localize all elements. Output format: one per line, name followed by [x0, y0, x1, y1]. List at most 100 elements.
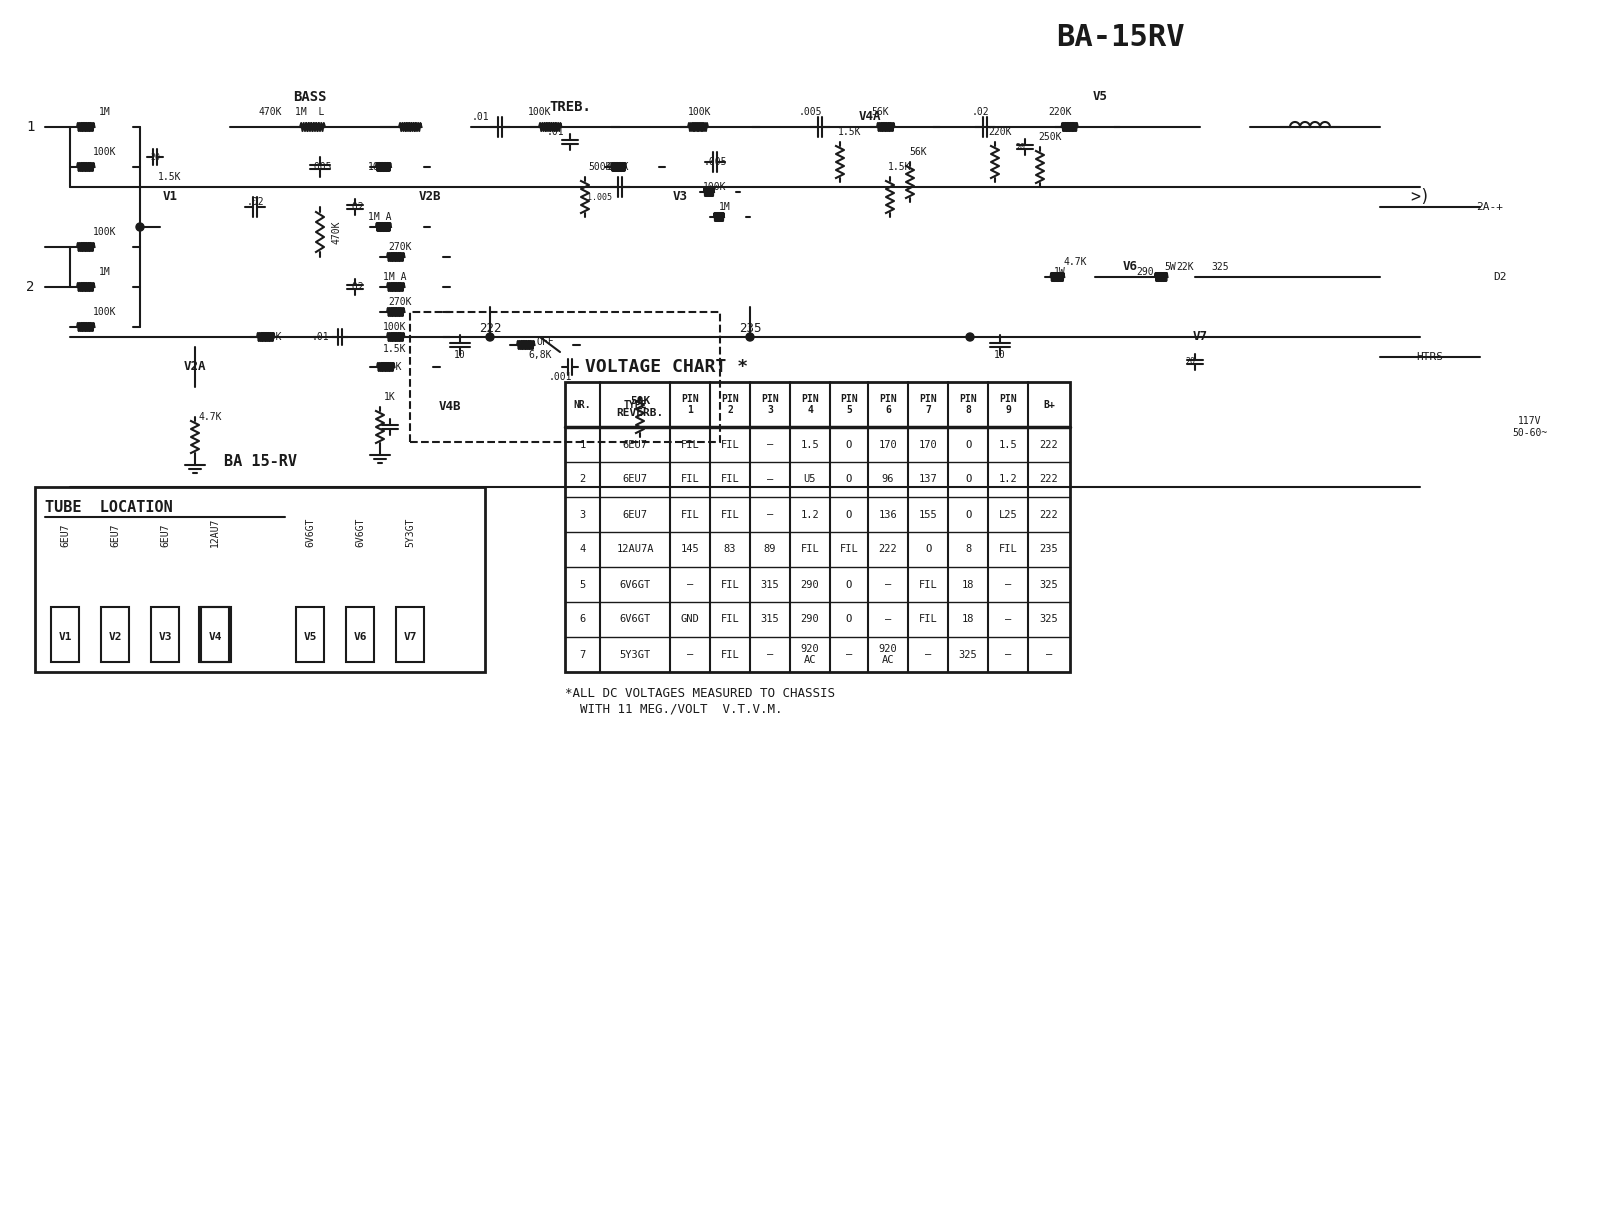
Text: 8: 8	[965, 544, 971, 554]
Text: 270K: 270K	[389, 241, 411, 252]
Text: 1M: 1M	[718, 202, 731, 212]
Text: 220K: 220K	[1048, 107, 1072, 117]
Text: —: —	[766, 649, 773, 659]
Text: 6V6GT: 6V6GT	[306, 518, 315, 547]
Text: 1M A: 1M A	[368, 212, 392, 222]
Text: 4.7K: 4.7K	[198, 412, 222, 422]
Text: HTRS: HTRS	[1416, 352, 1443, 362]
Text: V1: V1	[163, 191, 178, 204]
Text: 50K
REVERB.: 50K REVERB.	[616, 396, 664, 418]
Text: —: —	[686, 579, 693, 589]
Text: 170: 170	[918, 439, 938, 449]
Text: D2: D2	[1493, 272, 1507, 282]
Text: O: O	[846, 474, 853, 484]
Text: 470K: 470K	[378, 362, 402, 372]
Text: 270K: 270K	[389, 297, 411, 307]
Text: 1M  L: 1M L	[296, 107, 325, 117]
Text: 1K: 1K	[384, 392, 395, 402]
Text: 6: 6	[579, 614, 586, 624]
Text: 56K: 56K	[909, 147, 926, 157]
Text: 6V6GT: 6V6GT	[355, 518, 365, 547]
Text: 20: 20	[150, 152, 160, 162]
Text: 100K: 100K	[368, 162, 392, 173]
Text: —: —	[1005, 614, 1011, 624]
Text: FIL: FIL	[720, 439, 739, 449]
Text: V7: V7	[1192, 331, 1208, 344]
Text: 100K: 100K	[93, 147, 117, 157]
Text: 5Y3GT: 5Y3GT	[405, 518, 414, 547]
Text: BA 15-RV: BA 15-RV	[224, 455, 296, 470]
Text: 1.5K: 1.5K	[838, 127, 862, 138]
Text: V1: V1	[58, 632, 72, 642]
Text: 1.2: 1.2	[800, 509, 819, 519]
Text: PIN
7: PIN 7	[918, 393, 938, 415]
Text: 4: 4	[579, 544, 586, 554]
Bar	[296, 607, 323, 661]
Bar	[150, 607, 179, 661]
Circle shape	[966, 333, 974, 342]
Text: 1M: 1M	[99, 267, 110, 276]
Text: 1.5K: 1.5K	[606, 162, 630, 173]
Text: PIN
5: PIN 5	[840, 393, 858, 415]
Text: FIL: FIL	[720, 614, 739, 624]
Text: 6V6GT: 6V6GT	[619, 614, 651, 624]
Text: 100K: 100K	[93, 307, 117, 317]
Text: 920
AC: 920 AC	[800, 643, 819, 665]
Text: —: —	[686, 649, 693, 659]
Text: FIL: FIL	[918, 579, 938, 589]
Text: —: —	[1046, 649, 1053, 659]
Bar	[565, 381, 1070, 672]
Text: 7: 7	[579, 649, 586, 659]
Text: 325: 325	[958, 649, 978, 659]
Text: 20: 20	[1186, 357, 1195, 367]
Text: 220K: 220K	[989, 127, 1011, 138]
Text: FIL: FIL	[720, 509, 739, 519]
Text: 315: 315	[760, 579, 779, 589]
Text: BA-15RV: BA-15RV	[1056, 23, 1184, 52]
Text: 470K: 470K	[333, 220, 342, 244]
Text: FIL: FIL	[680, 474, 699, 484]
Text: 290: 290	[1136, 267, 1154, 276]
Text: GND: GND	[680, 614, 699, 624]
Text: 12AU7: 12AU7	[210, 518, 221, 547]
Text: 222: 222	[878, 544, 898, 554]
Text: 56K: 56K	[870, 107, 890, 117]
Text: V5: V5	[1093, 91, 1107, 104]
Text: 10: 10	[994, 350, 1006, 360]
Text: 6,8K: 6,8K	[528, 350, 552, 360]
Text: 20: 20	[1014, 142, 1026, 152]
Text: 290: 290	[800, 579, 819, 589]
Text: 470K: 470K	[258, 107, 282, 117]
Text: OFF: OFF	[536, 337, 554, 346]
Text: 222: 222	[478, 322, 501, 336]
Text: .02: .02	[346, 202, 363, 212]
Bar	[35, 486, 485, 672]
Text: .02: .02	[971, 107, 989, 117]
Text: O: O	[846, 509, 853, 519]
Text: 100K: 100K	[384, 322, 406, 332]
Text: V4B: V4B	[438, 401, 461, 414]
Circle shape	[136, 223, 144, 231]
Text: 920
AC: 920 AC	[878, 643, 898, 665]
Text: PIN
9: PIN 9	[998, 393, 1018, 415]
Text: 18: 18	[962, 579, 974, 589]
Bar	[346, 607, 374, 661]
Text: PIN
3: PIN 3	[762, 393, 779, 415]
Text: —: —	[766, 474, 773, 484]
Text: 6EU7: 6EU7	[110, 524, 120, 547]
Text: V7: V7	[403, 632, 416, 642]
Text: V2: V2	[109, 632, 122, 642]
Text: .01: .01	[310, 332, 330, 342]
Text: O: O	[846, 614, 853, 624]
Text: 6EU7: 6EU7	[622, 474, 648, 484]
Text: 235: 235	[1040, 544, 1058, 554]
Text: 170: 170	[878, 439, 898, 449]
Text: 1M A: 1M A	[384, 272, 406, 282]
Text: L25: L25	[998, 509, 1018, 519]
Text: PIN
1: PIN 1	[682, 393, 699, 415]
Circle shape	[486, 333, 494, 342]
Text: V5: V5	[304, 632, 317, 642]
Text: .001: .001	[549, 372, 571, 381]
Bar	[410, 311, 720, 442]
Text: FIL: FIL	[720, 649, 739, 659]
